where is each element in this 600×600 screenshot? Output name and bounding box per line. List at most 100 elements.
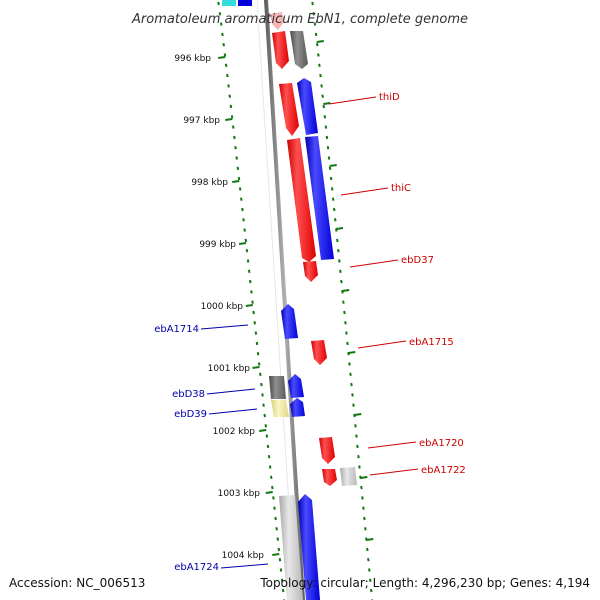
scale-tick-major: [348, 351, 356, 354]
scale-tick-major: [329, 164, 337, 167]
scale-tick-minor: [352, 403, 355, 407]
scale-tick-minor: [269, 475, 273, 479]
gene-label-ebD37[interactable]: ebD37: [401, 255, 434, 266]
scale-tick-minor: [238, 187, 242, 191]
scale-tick-minor: [369, 588, 373, 593]
scale-tick-major: [252, 366, 260, 369]
scale-tick-minor: [354, 424, 357, 428]
scale-tick-major: [238, 242, 247, 245]
scale-tick-minor: [273, 506, 276, 510]
scale-tick-minor: [351, 393, 354, 397]
scale-tick-minor: [255, 341, 259, 346]
scale-tick-minor: [348, 362, 351, 366]
scale-tick-minor: [228, 94, 232, 98]
scale-tick-minor: [219, 22, 223, 26]
scale-tick-major: [265, 491, 273, 494]
scale-tick-minor: [218, 12, 222, 16]
scale-tick-minor: [236, 166, 240, 170]
scale-tick-minor: [280, 578, 284, 582]
scale-tick-minor: [252, 310, 255, 315]
gene-arrow-thiC: [287, 138, 316, 262]
scale-tick-minor: [358, 465, 361, 469]
scale-tick-minor: [361, 496, 364, 500]
scale-tick-minor: [363, 516, 366, 521]
gene-arrow-ebA1720: [319, 437, 335, 464]
scale-tick-major: [354, 413, 362, 416]
gene-arrow-ebD39-pseudo: [271, 400, 289, 417]
topology-text: Topology: circular; Length: 4,296,230 bp…: [259, 576, 590, 590]
scale-tick-minor: [250, 290, 253, 294]
gene-arrow-ebA1724: [298, 494, 320, 600]
scale-tick-minor: [332, 207, 336, 212]
scale-tick-minor: [362, 506, 365, 510]
scale-tick-minor: [261, 393, 264, 397]
scale-tick-minor: [264, 424, 268, 428]
scale-tick-minor: [256, 352, 260, 356]
scale-tick-minor: [267, 455, 271, 459]
scale-tick-minor: [339, 269, 342, 273]
scale-tick-minor: [330, 187, 334, 191]
leader-ebA1720: [367, 441, 417, 449]
scale-tick-minor: [343, 310, 346, 315]
scale-tick-minor: [320, 84, 323, 88]
gene-label-ebA1715[interactable]: ebA1715: [409, 337, 454, 348]
scale-tick-minor: [274, 516, 277, 521]
scale-tick-minor: [314, 32, 318, 37]
scale-tick-minor: [364, 527, 367, 531]
gene-arrow-ebA1715: [311, 340, 327, 365]
gene-label-ebD39[interactable]: ebD39: [174, 409, 207, 420]
gene-label-ebD38[interactable]: ebD38: [172, 389, 205, 400]
leader-ebA1714: [200, 324, 249, 330]
scale-tick-minor: [311, 1, 314, 6]
gene-label-ebA1720[interactable]: ebA1720: [419, 438, 464, 449]
scale-tick-minor: [321, 94, 324, 98]
scale-tick-minor: [243, 228, 246, 232]
scale-tick-minor: [281, 588, 285, 593]
scale-tick-major: [225, 118, 233, 121]
scale-tick-minor: [329, 176, 333, 181]
scale-tick-minor: [325, 135, 329, 140]
scale-tick-major: [272, 553, 280, 556]
scale-tick-minor: [323, 115, 327, 119]
scale-tick-minor: [368, 568, 371, 572]
gene-label-thiC[interactable]: thiC: [391, 183, 411, 194]
scale-tick-minor: [357, 455, 360, 459]
scale-tick-minor: [313, 22, 317, 26]
scale-tick-minor: [345, 331, 348, 335]
scale-tick-minor: [355, 434, 358, 438]
map-title: Aromatoleum aromaticum EbN1, complete ge…: [131, 12, 468, 27]
scale-tick-minor: [369, 578, 372, 582]
scale-tick-minor: [260, 382, 263, 387]
scale-tick-minor: [349, 372, 352, 376]
scale-tick-minor: [366, 547, 369, 552]
scale-tick-minor: [268, 465, 272, 469]
leader-ebA1724: [220, 563, 269, 569]
scale-tick-major: [335, 227, 344, 230]
scale-tick-minor: [221, 32, 224, 37]
scale-tick-minor: [263, 413, 266, 418]
scale-label: 1000 kbp: [201, 302, 244, 312]
gene-label-ebA1722[interactable]: ebA1722: [421, 465, 466, 476]
scale-tick-minor: [217, 1, 220, 6]
scale-label: 1004 kbp: [222, 551, 265, 561]
gene-label-thiD[interactable]: thiD: [379, 92, 400, 103]
scale-label: 1002 kbp: [213, 427, 256, 437]
scale-tick-minor: [322, 104, 326, 109]
leader-ebD38: [206, 388, 256, 395]
gene-arrow-ebD38-unknown: [269, 376, 286, 399]
gene-arrow-ebD37: [303, 261, 318, 282]
scale-tick-minor: [319, 73, 322, 78]
scale-label: 997 kbp: [183, 116, 220, 126]
scale-tick-minor: [360, 485, 363, 490]
scale-tick-minor: [265, 434, 269, 438]
scale-tick-major: [342, 289, 350, 292]
scale-tick-minor: [342, 300, 345, 304]
scale-tick-minor: [266, 444, 270, 449]
gene-label-ebA1714[interactable]: ebA1714: [154, 324, 199, 335]
leader-thiC: [340, 187, 389, 196]
scale-label: 999 kbp: [199, 240, 236, 250]
scale-tick-minor: [271, 485, 274, 490]
gene-label-ebA1724[interactable]: ebA1724: [174, 562, 219, 573]
scale-label: 998 kbp: [191, 178, 228, 188]
